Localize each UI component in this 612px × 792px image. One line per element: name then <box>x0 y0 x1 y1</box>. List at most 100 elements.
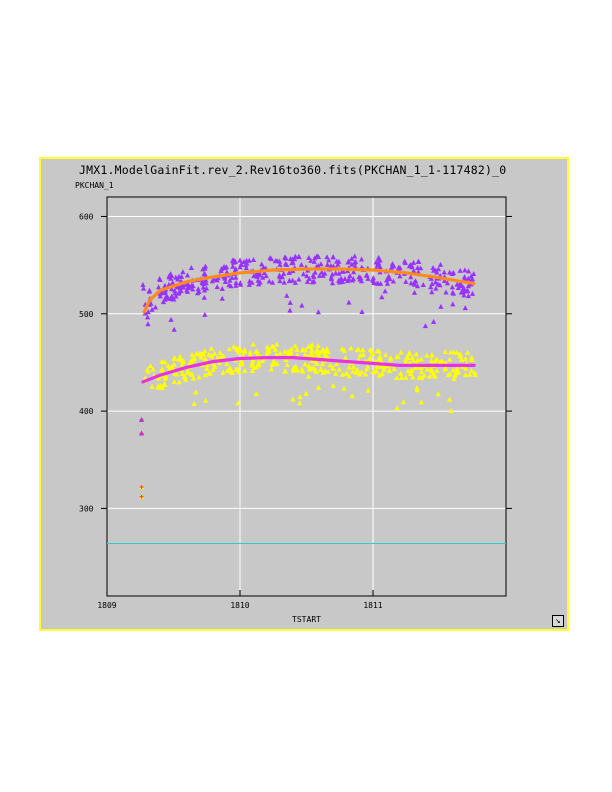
data-point <box>256 359 262 365</box>
data-point <box>235 366 241 372</box>
data-point <box>296 254 302 260</box>
data-point <box>342 355 349 361</box>
data-point <box>347 272 353 278</box>
data-point <box>410 259 417 265</box>
data-point <box>400 399 407 405</box>
data-point <box>411 267 417 273</box>
data-point <box>408 262 414 268</box>
data-point <box>364 272 370 278</box>
data-point <box>227 277 233 283</box>
data-point <box>289 260 295 266</box>
data-point <box>253 349 259 355</box>
data-point <box>398 374 405 380</box>
data-point <box>166 365 173 371</box>
data-point <box>320 369 326 375</box>
data-point <box>229 369 235 375</box>
data-point <box>354 366 360 372</box>
data-point <box>339 276 345 282</box>
data-point <box>251 273 257 279</box>
data-point <box>442 348 448 354</box>
data-point <box>160 299 166 305</box>
data-point <box>418 374 424 380</box>
data-point <box>256 281 262 287</box>
data-point <box>429 352 435 358</box>
data-point <box>465 268 472 274</box>
data-point <box>200 284 206 290</box>
data-point <box>210 366 216 372</box>
data-point <box>296 276 302 282</box>
data-point <box>472 371 478 377</box>
data-point <box>468 273 474 279</box>
data-point <box>461 292 467 298</box>
data-point <box>270 279 276 285</box>
data-point <box>241 259 247 265</box>
data-point <box>415 269 421 275</box>
data-point <box>304 273 310 279</box>
data-point <box>357 352 363 358</box>
data-point <box>330 382 336 388</box>
data-point <box>371 279 377 285</box>
data-point <box>224 361 230 367</box>
data-point <box>394 375 400 381</box>
data-point <box>327 362 333 368</box>
data-point <box>292 343 298 349</box>
data-point <box>211 361 217 367</box>
data-point <box>300 368 306 374</box>
data-point <box>356 274 362 280</box>
data-point <box>312 367 318 373</box>
data-point <box>204 362 210 368</box>
data-point <box>256 362 262 368</box>
data-point <box>435 266 442 272</box>
data-point <box>309 279 316 285</box>
data-point <box>195 286 201 292</box>
data-point <box>353 369 359 375</box>
data-point <box>149 306 155 312</box>
data-point <box>465 275 472 281</box>
data-point <box>397 273 403 279</box>
data-point <box>420 282 426 288</box>
resize-corner-icon[interactable]: ↘ <box>552 615 564 627</box>
data-point <box>450 301 456 307</box>
data-point <box>346 299 352 305</box>
data-point <box>233 282 239 288</box>
data-point <box>339 268 345 274</box>
data-point <box>297 400 303 406</box>
data-point <box>418 356 424 362</box>
data-point <box>309 342 315 348</box>
data-point <box>320 272 326 278</box>
data-point <box>219 286 225 292</box>
data-point <box>302 352 308 358</box>
data-point <box>171 361 177 367</box>
data-point <box>307 366 313 372</box>
data-point <box>442 366 448 372</box>
data-point <box>462 275 468 281</box>
data-point <box>381 366 387 372</box>
data-point <box>170 296 176 302</box>
data-point <box>433 285 439 291</box>
data-point <box>255 277 261 283</box>
data-point <box>297 394 303 400</box>
data-point <box>222 279 228 285</box>
data-point <box>370 369 376 375</box>
data-point <box>168 275 174 281</box>
data-point <box>178 288 184 294</box>
data-point <box>189 371 195 377</box>
data-point <box>432 358 438 364</box>
data-point <box>468 367 474 373</box>
data-point <box>227 365 233 371</box>
data-point <box>387 276 393 282</box>
data-point <box>306 363 312 369</box>
data-point <box>398 349 404 355</box>
data-point <box>437 359 443 365</box>
data-point <box>471 271 477 277</box>
data-point <box>359 308 365 314</box>
data-point <box>233 266 239 272</box>
x-tick-label: 1810 <box>230 601 249 610</box>
data-point <box>140 281 146 287</box>
data-point <box>453 369 459 375</box>
data-point <box>145 321 151 327</box>
data-point <box>170 279 176 285</box>
data-point <box>239 358 245 364</box>
data-point <box>464 349 471 355</box>
data-point <box>447 356 453 362</box>
